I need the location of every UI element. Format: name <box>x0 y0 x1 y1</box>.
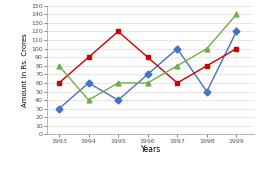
Company X <box>205 90 208 93</box>
Company X <box>176 47 179 50</box>
Company Y <box>87 99 90 101</box>
Company Y <box>176 65 179 67</box>
Company Y <box>146 82 149 84</box>
Company X <box>87 82 90 84</box>
Company Z <box>235 47 238 50</box>
Company Z <box>117 30 120 33</box>
Company Y <box>117 82 120 84</box>
Company X <box>57 108 61 110</box>
Y-axis label: Amount in Rs. Crores: Amount in Rs. Crores <box>23 33 29 107</box>
Company Z <box>87 56 90 58</box>
Company Y <box>205 47 208 50</box>
Company Y <box>57 65 61 67</box>
Company X <box>235 30 238 33</box>
Legend: Company X, Company Z, Company Y: Company X, Company Z, Company Y <box>76 191 225 192</box>
Company X <box>146 73 149 75</box>
Company X <box>117 99 120 101</box>
Line: Company X: Company X <box>57 29 239 111</box>
Line: Company Y: Company Y <box>57 12 239 103</box>
X-axis label: Years: Years <box>140 145 161 154</box>
Company Y <box>235 13 238 16</box>
Line: Company Z: Company Z <box>57 29 239 85</box>
Company Z <box>57 82 61 84</box>
Company Z <box>146 56 149 58</box>
Company Z <box>176 82 179 84</box>
Company Z <box>205 65 208 67</box>
